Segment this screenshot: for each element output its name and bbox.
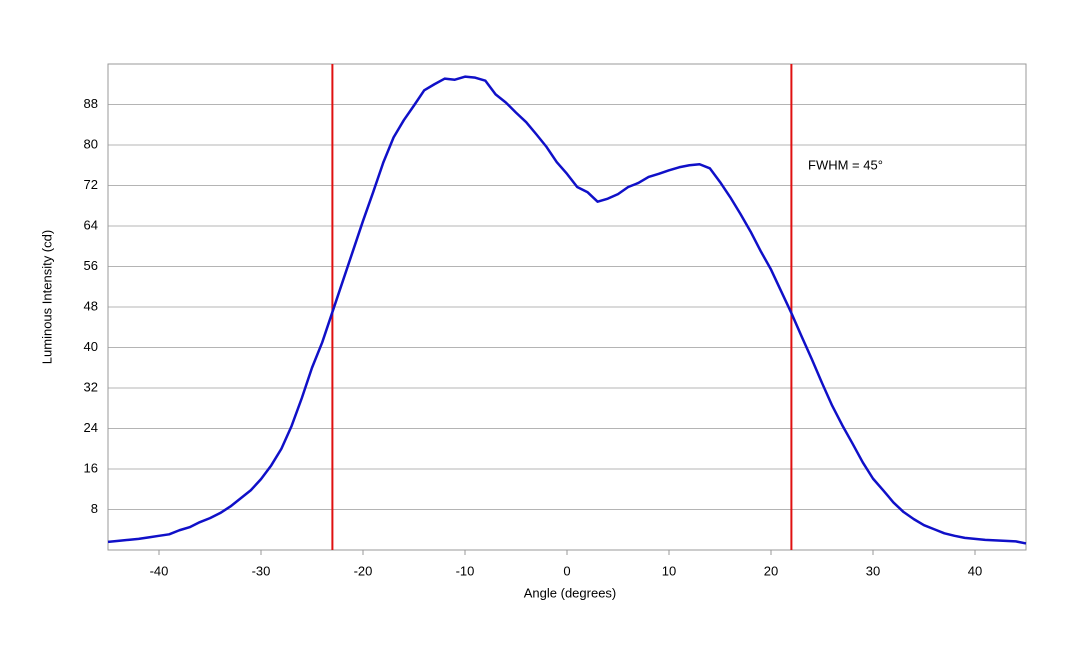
x-tick-label: -20 [354,563,373,578]
y-tick-label: 56 [84,258,98,273]
y-tick-label: 40 [84,339,98,354]
y-axis-label: Luminous Intensity (cd) [39,230,54,364]
y-tick-label: 64 [84,217,98,232]
x-tick-label: 30 [866,563,880,578]
x-tick-label: -30 [252,563,271,578]
y-tick-label: 80 [84,136,98,151]
x-tick-label: 10 [662,563,676,578]
annotation: FWHM = 45° [808,157,883,172]
y-tick-label: 8 [91,501,98,516]
x-tick-label: 0 [563,563,570,578]
y-tick-label: 32 [84,379,98,394]
y-tick-label: 88 [84,96,98,111]
x-tick-label: 20 [764,563,778,578]
data-line [107,75,1027,545]
x-tick-label: -40 [150,563,169,578]
y-tick-label: 48 [84,298,98,313]
y-tick-label: 72 [84,177,98,192]
x-tick-label: -10 [456,563,475,578]
y-tick-label: 24 [84,420,98,435]
x-axis-label: Angle (degrees) [524,585,617,600]
x-tick-label: 40 [968,563,982,578]
y-tick-label: 16 [84,460,98,475]
